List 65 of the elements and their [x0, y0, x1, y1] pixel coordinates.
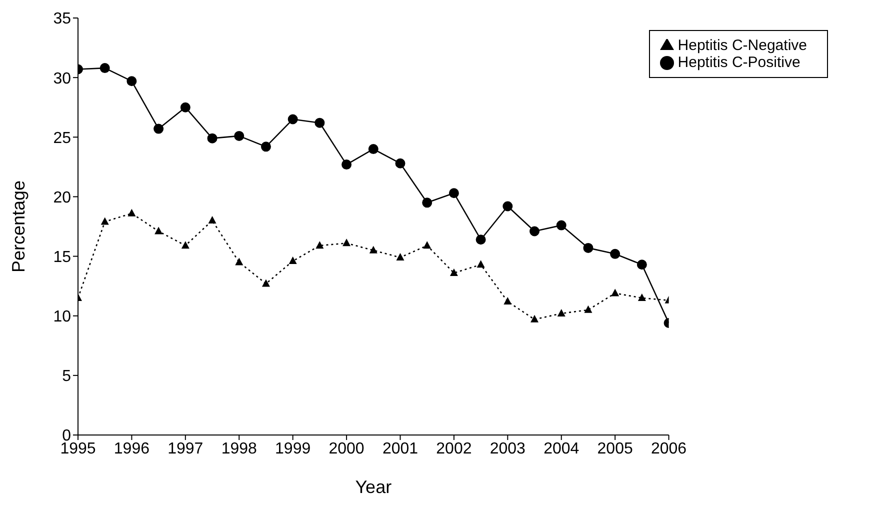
point: [154, 226, 163, 234]
x-tick-label: 2003: [490, 440, 526, 458]
point: [422, 198, 432, 208]
x-axis-title: Year: [355, 477, 392, 497]
point: [476, 260, 485, 268]
point: [342, 160, 352, 170]
point: [342, 238, 351, 246]
point: [504, 297, 512, 305]
point: [636, 260, 647, 270]
point: [316, 241, 324, 249]
point: [288, 114, 298, 124]
point: [126, 76, 137, 86]
x-tick-label: 2005: [597, 440, 633, 458]
x-tick-label: 1999: [275, 440, 311, 458]
point: [610, 248, 620, 259]
point: [154, 124, 164, 134]
point: [128, 208, 136, 216]
point: [450, 268, 458, 276]
point: [557, 308, 566, 316]
point: [584, 305, 592, 313]
legend-label: Heptitis C-Positive: [678, 54, 800, 71]
y-tick-label: 25: [53, 130, 72, 147]
point: [530, 226, 540, 236]
y-tick-label: 10: [53, 308, 72, 326]
x-tick-label: 2000: [328, 440, 364, 458]
point: [423, 241, 432, 249]
point: [448, 188, 459, 198]
point: [395, 158, 406, 168]
point: [100, 217, 109, 225]
x-tick-label: 2001: [382, 440, 418, 458]
legend-label: Heptitis C-Negative: [678, 37, 807, 54]
point: [530, 314, 539, 322]
point: [235, 258, 244, 266]
x-tick-label: 2006: [650, 440, 687, 458]
point: [611, 288, 620, 296]
point: [314, 118, 325, 128]
y-tick-label: 20: [53, 189, 72, 206]
x-tick-label: 2004: [544, 440, 580, 458]
point: [180, 102, 190, 112]
x-tick-label: 1998: [221, 440, 258, 458]
x-tick-label: 1995: [60, 440, 96, 458]
y-axis-title: Percentage: [8, 180, 28, 273]
point: [260, 142, 271, 152]
point: [396, 252, 404, 260]
point: [556, 220, 566, 230]
point: [502, 201, 513, 212]
point: [583, 242, 594, 253]
point: [369, 246, 378, 254]
point: [234, 130, 244, 141]
x-tick-label: 1996: [114, 440, 150, 458]
y-tick-label: 35: [53, 10, 72, 28]
point: [181, 241, 190, 249]
point: [476, 234, 486, 245]
point: [288, 256, 297, 264]
point: [208, 216, 216, 224]
point: [100, 63, 110, 74]
x-tick-label: 1997: [168, 440, 204, 458]
point: [262, 279, 270, 287]
point: [638, 293, 646, 301]
y-tick-label: 30: [53, 70, 72, 88]
point: [207, 133, 218, 144]
x-tick-label: 2002: [436, 440, 472, 458]
y-tick-label: 5: [62, 368, 72, 386]
point: [368, 144, 378, 154]
y-tick-label: 15: [53, 248, 72, 266]
